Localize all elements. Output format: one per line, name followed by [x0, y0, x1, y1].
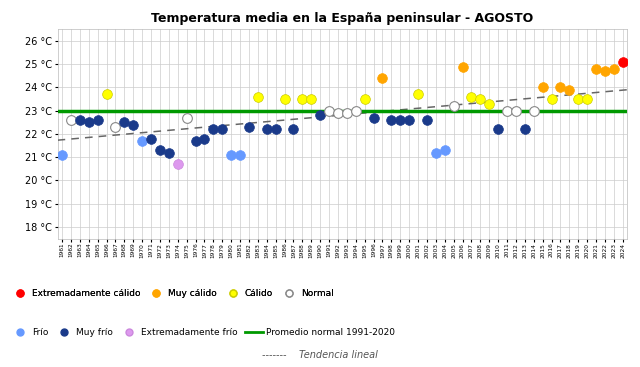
Point [458, 63, 468, 69]
Point [173, 161, 183, 167]
Legend: Frío, Muy frío, Extremadamente frío, Promedio normal 1991-2020: Frío, Muy frío, Extremadamente frío, Pro… [11, 328, 394, 337]
Point [360, 96, 370, 102]
Point [511, 108, 521, 114]
Point [271, 126, 281, 132]
Point [182, 115, 192, 121]
Point [84, 119, 94, 125]
Point [342, 110, 352, 116]
Point [315, 112, 325, 118]
Point [476, 96, 486, 102]
Point [289, 126, 299, 132]
Point [217, 126, 227, 132]
Point [146, 136, 156, 142]
Point [75, 117, 85, 123]
Point [502, 108, 512, 114]
Point [547, 96, 557, 102]
Point [556, 84, 566, 90]
Point [66, 117, 76, 123]
Point [413, 91, 423, 97]
Point [395, 117, 405, 123]
Point [600, 68, 610, 74]
Point [591, 66, 601, 72]
Point [484, 101, 494, 107]
Point [93, 117, 103, 123]
Point [422, 117, 432, 123]
Point [351, 108, 361, 114]
Point [467, 94, 477, 100]
Point [155, 147, 165, 153]
Point [119, 119, 129, 125]
Point [440, 147, 450, 153]
Point [199, 136, 209, 142]
Point [609, 66, 619, 72]
Text: -------    Tendencia lineal: ------- Tendencia lineal [262, 350, 378, 360]
Point [369, 115, 379, 121]
Point [520, 126, 530, 132]
Point [404, 117, 414, 123]
Point [333, 110, 343, 116]
Point [573, 96, 584, 102]
Point [378, 75, 388, 81]
Point [137, 138, 147, 144]
Point [101, 91, 111, 97]
Point [564, 87, 575, 93]
Point [191, 138, 201, 144]
Point [538, 84, 548, 90]
Point [618, 59, 628, 65]
Point [449, 103, 459, 109]
Point [110, 124, 120, 130]
Point [262, 126, 272, 132]
Point [280, 96, 290, 102]
Point [582, 96, 592, 102]
Point [324, 108, 334, 114]
Point [297, 96, 307, 102]
Point [253, 94, 263, 100]
Legend: Extremadamente cálido, Muy cálido, Cálido, Normal: Extremadamente cálido, Muy cálido, Cálid… [11, 289, 334, 298]
Point [57, 152, 67, 158]
Point [235, 152, 245, 158]
Point [306, 96, 316, 102]
Point [208, 126, 218, 132]
Point [164, 150, 174, 156]
Point [244, 124, 254, 130]
Point [226, 152, 236, 158]
Title: Temperatura media en la España peninsular - AGOSTO: Temperatura media en la España peninsula… [151, 12, 534, 25]
Point [529, 108, 539, 114]
Point [386, 117, 396, 123]
Point [493, 126, 503, 132]
Point [431, 150, 441, 156]
Point [128, 122, 138, 128]
